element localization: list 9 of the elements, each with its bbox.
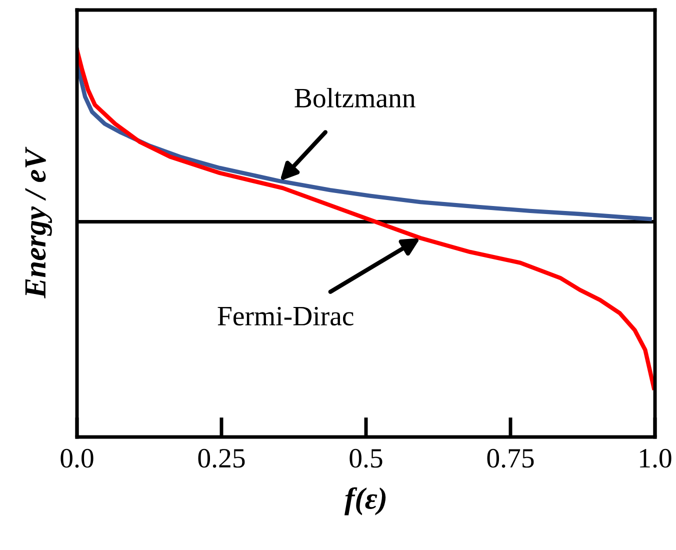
x-axis-title: f(ε) bbox=[344, 487, 386, 516]
x-tick-label: 0.0 bbox=[60, 448, 94, 468]
annotation: Boltzmann bbox=[294, 88, 416, 108]
x-tick-label: 0.25 bbox=[198, 448, 245, 468]
x-tick-label: 0.75 bbox=[487, 448, 534, 468]
annotation: Fermi-Dirac bbox=[218, 306, 354, 326]
y-axis-title: Energy / eV bbox=[25, 146, 52, 298]
x-tick-label: 0.5 bbox=[350, 448, 382, 468]
x-tick-label: 1.0 bbox=[640, 448, 672, 468]
